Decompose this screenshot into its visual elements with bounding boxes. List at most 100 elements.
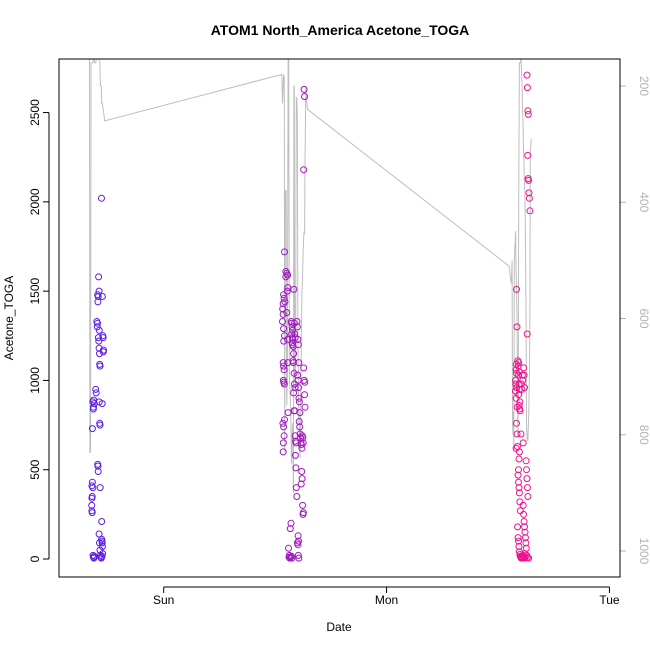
- data-point: [520, 371, 528, 379]
- data-point: [280, 325, 288, 333]
- data-point: [515, 484, 523, 492]
- data-point: [281, 416, 288, 424]
- data-point: [287, 553, 295, 561]
- data-point: [522, 457, 530, 465]
- data-point: [99, 334, 107, 342]
- data-point: [279, 300, 287, 308]
- data-point: [88, 509, 96, 517]
- data-point: [280, 366, 288, 374]
- data-point: [525, 189, 533, 197]
- data-point: [294, 541, 302, 549]
- data-point: [282, 273, 290, 281]
- data-point: [96, 484, 104, 492]
- data-point: [300, 85, 308, 93]
- data-point: [98, 400, 106, 408]
- data-point: [92, 389, 100, 397]
- data-point: [287, 519, 295, 527]
- data-point: [297, 434, 304, 442]
- data-point: [284, 271, 292, 279]
- data-point: [522, 539, 530, 547]
- data-point: [515, 489, 523, 497]
- data-point: [521, 528, 529, 536]
- data-point: [280, 380, 288, 388]
- y2-tick-label: 800: [637, 425, 650, 445]
- data-point: [88, 493, 96, 500]
- data-point: [95, 326, 103, 334]
- data-point: [291, 380, 298, 388]
- data-point: [523, 330, 531, 338]
- data-point: [283, 287, 291, 295]
- data-point: [294, 371, 302, 379]
- data-point: [297, 441, 305, 449]
- data-point: [514, 534, 522, 542]
- data-point: [290, 389, 298, 397]
- y-tick-label: 1500: [28, 277, 42, 304]
- data-point: [524, 107, 532, 115]
- data-point: [299, 434, 307, 442]
- x-tick-label: Sun: [153, 593, 174, 607]
- data-point: [96, 362, 104, 370]
- data-point: [294, 335, 302, 343]
- data-point: [99, 550, 107, 558]
- data-point: [279, 448, 287, 456]
- data-point: [292, 464, 300, 472]
- y-tick-label: 1000: [28, 367, 42, 394]
- data-point: [95, 344, 103, 352]
- data-point: [290, 369, 298, 377]
- y-tick-label: 2500: [28, 99, 42, 126]
- data-point: [96, 350, 103, 358]
- data-point: [526, 207, 534, 215]
- y-tick-label: 2000: [28, 188, 42, 215]
- data-point: [523, 84, 531, 92]
- points-layer: [88, 71, 534, 562]
- data-point: [281, 298, 289, 306]
- data-point: [299, 509, 307, 517]
- data-point: [286, 525, 294, 533]
- data-point: [96, 421, 104, 429]
- data-point: [513, 430, 521, 438]
- data-point: [516, 398, 524, 406]
- data-point: [294, 551, 302, 559]
- data-point: [296, 423, 304, 431]
- data-point: [289, 359, 297, 367]
- data-point: [523, 484, 531, 492]
- data-point: [515, 455, 523, 463]
- y2-tick-label: 200: [637, 76, 650, 96]
- data-point: [98, 194, 105, 202]
- data-point: [284, 284, 292, 292]
- data-point: [280, 423, 288, 431]
- data-point: [523, 475, 531, 483]
- data-point: [280, 291, 288, 299]
- data-point: [279, 305, 287, 313]
- data-point: [524, 553, 532, 561]
- data-point: [293, 323, 301, 331]
- data-point: [521, 523, 528, 531]
- data-point: [281, 248, 288, 256]
- data-point: [520, 364, 528, 372]
- data-point: [284, 409, 292, 417]
- data-point: [95, 287, 103, 295]
- data-point: [515, 359, 523, 367]
- data-point: [94, 462, 102, 470]
- data-point: [94, 298, 102, 306]
- data-point: [94, 334, 102, 342]
- data-point: [515, 543, 523, 550]
- y2-tick-label: 400: [637, 192, 650, 212]
- data-point: [522, 544, 530, 552]
- data-point: [288, 323, 296, 331]
- data-point: [98, 552, 106, 560]
- data-point: [515, 448, 523, 456]
- axes-layer: 0 500 1000 1500 2000 2500 Sun Mon Tue 200 400 600 80…: [28, 76, 650, 607]
- data-point: [100, 346, 107, 354]
- data-point: [291, 330, 299, 338]
- data-point: [98, 539, 106, 547]
- data-point: [285, 544, 292, 552]
- data-point: [290, 285, 298, 293]
- data-point: [279, 310, 287, 318]
- data-point: [88, 501, 96, 509]
- data-point: [286, 554, 294, 562]
- data-point: [283, 309, 291, 317]
- data-point: [296, 409, 304, 417]
- data-point: [90, 403, 97, 411]
